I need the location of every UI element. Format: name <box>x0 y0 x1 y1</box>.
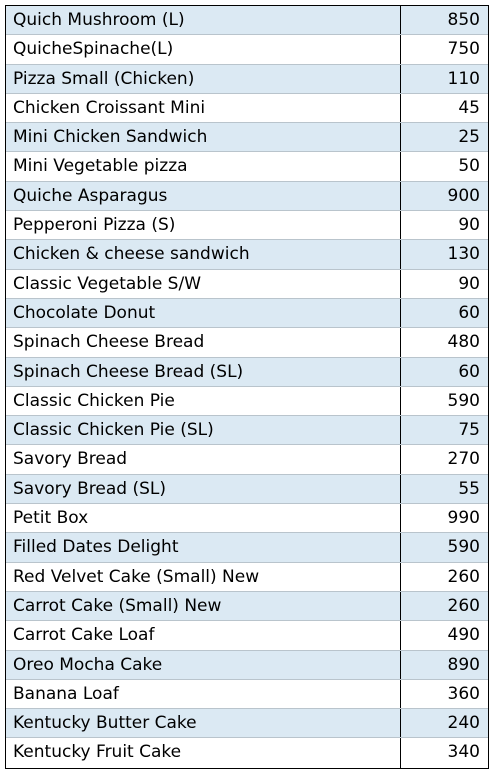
item-name: Savory Bread (SL) <box>6 474 401 504</box>
item-name: Classic Chicken Pie (SL) <box>6 416 401 445</box>
item-price: 90 <box>458 273 480 294</box>
item-name: Pepperoni Pizza (S) <box>6 211 401 240</box>
item-name: Oreo Mocha Cake <box>6 650 401 679</box>
item-name: Kentucky Butter Cake <box>6 709 401 738</box>
item-name: Savory Bread <box>6 445 401 474</box>
item-price: 45 <box>458 97 480 118</box>
item-price: 750 <box>447 39 480 60</box>
table-row: Spinach Cheese Bread 480 <box>6 328 488 358</box>
table-row: Spinach Cheese Bread (SL) 60 <box>6 357 488 387</box>
item-price: 900 <box>447 185 480 206</box>
menu-price-table: Quich Mushroom (L) 850 QuicheSpinache(L) 75… <box>5 5 489 769</box>
item-price: 110 <box>447 68 480 89</box>
table-row: Pepperoni Pizza (S) 90 <box>6 211 488 241</box>
item-name: Classic Chicken Pie <box>6 386 401 416</box>
table-row: Classic Chicken Pie 590 <box>6 386 488 417</box>
item-price: 130 <box>447 244 480 265</box>
item-price: 260 <box>447 566 480 587</box>
table-row: Oreo Mocha Cake 890 <box>6 650 488 680</box>
table-row: Savory Bread 270 <box>6 445 488 475</box>
item-price: 240 <box>447 713 480 734</box>
item-price: 990 <box>447 508 480 529</box>
table-row: Petit Box 990 <box>6 504 488 534</box>
table-row: QuicheSpinache(L) 750 <box>6 35 488 65</box>
item-name: Carrot Cake Loaf <box>6 621 401 650</box>
table-row: Classic Chicken Pie (SL) 75 <box>6 416 488 446</box>
item-price: 60 <box>458 361 480 382</box>
table-row: Carrot Cake (Small) New 260 <box>6 591 488 622</box>
item-price: 90 <box>458 215 480 236</box>
item-name: Quich Mushroom (L) <box>6 6 401 35</box>
item-name: Chicken Croissant Mini <box>6 93 401 123</box>
item-name: Mini Chicken Sandwich <box>6 123 401 152</box>
item-name: Red Velvet Cake (Small) New <box>6 562 401 591</box>
item-name: QuicheSpinache(L) <box>6 35 401 64</box>
table-row: Quiche Asparagus 900 <box>6 181 488 212</box>
table-row: Red Velvet Cake (Small) New 260 <box>6 562 488 592</box>
item-price: 480 <box>447 332 480 353</box>
item-name: Chocolate Donut <box>6 298 401 328</box>
table-row: Chocolate Donut 60 <box>6 298 488 329</box>
table-row: Pizza Small (Chicken) 110 <box>6 64 488 94</box>
table-row: Filled Dates Delight 590 <box>6 533 488 563</box>
table-row: Kentucky Butter Cake 240 <box>6 709 488 739</box>
table-row: Mini Chicken Sandwich 25 <box>6 123 488 153</box>
item-price: 360 <box>447 683 480 704</box>
item-price: 590 <box>447 390 480 411</box>
item-price: 590 <box>447 537 480 558</box>
item-price: 50 <box>458 156 480 177</box>
table-row: Chicken Croissant Mini 45 <box>6 93 488 124</box>
item-price: 850 <box>447 10 480 30</box>
item-name: Kentucky Fruit Cake <box>6 738 401 768</box>
item-name: Carrot Cake (Small) New <box>6 591 401 621</box>
item-name: Pizza Small (Chicken) <box>6 64 401 93</box>
item-price: 340 <box>447 742 480 763</box>
item-name: Chicken & cheese sandwich <box>6 240 401 269</box>
item-price: 270 <box>447 449 480 470</box>
item-price: 55 <box>458 478 480 499</box>
table-row: Kentucky Fruit Cake 340 <box>6 738 488 768</box>
item-name: Petit Box <box>6 504 401 533</box>
item-name: Quiche Asparagus <box>6 181 401 211</box>
item-price: 260 <box>447 595 480 616</box>
item-price: 75 <box>458 420 480 441</box>
item-name: Classic Vegetable S/W <box>6 269 401 298</box>
item-name: Spinach Cheese Bread <box>6 328 401 357</box>
table-row: Classic Vegetable S/W 90 <box>6 269 488 299</box>
table-row: Quich Mushroom (L) 850 <box>6 6 488 36</box>
item-price: 25 <box>458 127 480 148</box>
table-row: Carrot Cake Loaf 490 <box>6 621 488 651</box>
table-row: Banana Loaf 360 <box>6 679 488 710</box>
item-price: 60 <box>458 302 480 323</box>
table-row: Chicken & cheese sandwich 130 <box>6 240 488 270</box>
table-row: Savory Bread (SL) 55 <box>6 474 488 505</box>
table-row: Mini Vegetable pizza 50 <box>6 152 488 182</box>
item-name: Filled Dates Delight <box>6 533 401 562</box>
item-name: Banana Loaf <box>6 679 401 709</box>
item-name: Spinach Cheese Bread (SL) <box>6 357 401 386</box>
item-name: Mini Vegetable pizza <box>6 152 401 181</box>
item-price: 890 <box>447 654 480 675</box>
item-price: 490 <box>447 625 480 646</box>
